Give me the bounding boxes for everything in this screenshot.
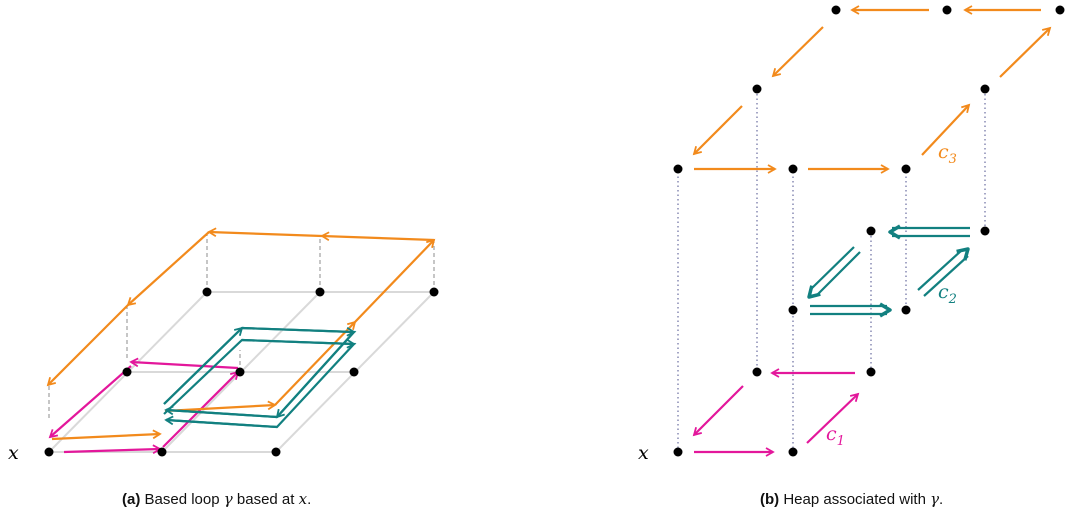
magenta-arrow xyxy=(63,444,162,454)
teal-heap-c2 xyxy=(807,224,970,318)
teal-arrow xyxy=(164,415,278,429)
orange-arrow xyxy=(771,26,824,78)
dotted-guides xyxy=(677,94,986,448)
orange-arrow xyxy=(51,429,162,441)
panel-b: x c1 c2 c3 (b) Heap associated with γ. xyxy=(638,5,1065,508)
orange-arrow xyxy=(692,105,743,156)
magenta-heap-c1 xyxy=(692,368,860,457)
orange-arrow xyxy=(999,26,1052,78)
magenta-arrow xyxy=(129,357,239,370)
teal-loops xyxy=(163,326,357,429)
orange-arrow xyxy=(207,227,323,238)
panel-a: x (a) Based loop γ based at x. xyxy=(8,227,439,508)
orange-arrow xyxy=(274,320,357,406)
grid-dots xyxy=(44,287,439,457)
c3-label: c3 xyxy=(938,141,957,167)
caption-a: (a) Based loop γ based at x. xyxy=(122,490,311,508)
orange-arrow xyxy=(921,103,971,156)
teal-double-arrow xyxy=(807,285,821,299)
magenta-arrow xyxy=(806,392,860,444)
base-point-label: x xyxy=(638,442,649,464)
caption-b: (b) Heap associated with γ. xyxy=(760,490,943,508)
teal-arrow xyxy=(275,331,355,419)
orange-arrow xyxy=(126,231,210,307)
teal-arrow xyxy=(241,338,356,349)
orange-loop xyxy=(46,227,436,441)
base-point-label: x xyxy=(8,442,19,464)
teal-arrow xyxy=(163,326,244,405)
orange-arrow xyxy=(46,304,129,387)
heap-dots xyxy=(673,5,1065,457)
orange-arrow xyxy=(354,238,436,323)
teal-arrow xyxy=(241,326,356,337)
c2-label: c2 xyxy=(938,281,957,307)
teal-arrow xyxy=(164,405,278,419)
magenta-arrow xyxy=(692,385,744,437)
orange-heap-c3 xyxy=(692,5,1052,174)
c1-label: c1 xyxy=(826,423,845,449)
magenta-arrow xyxy=(48,365,132,439)
orange-arrow xyxy=(320,231,435,242)
